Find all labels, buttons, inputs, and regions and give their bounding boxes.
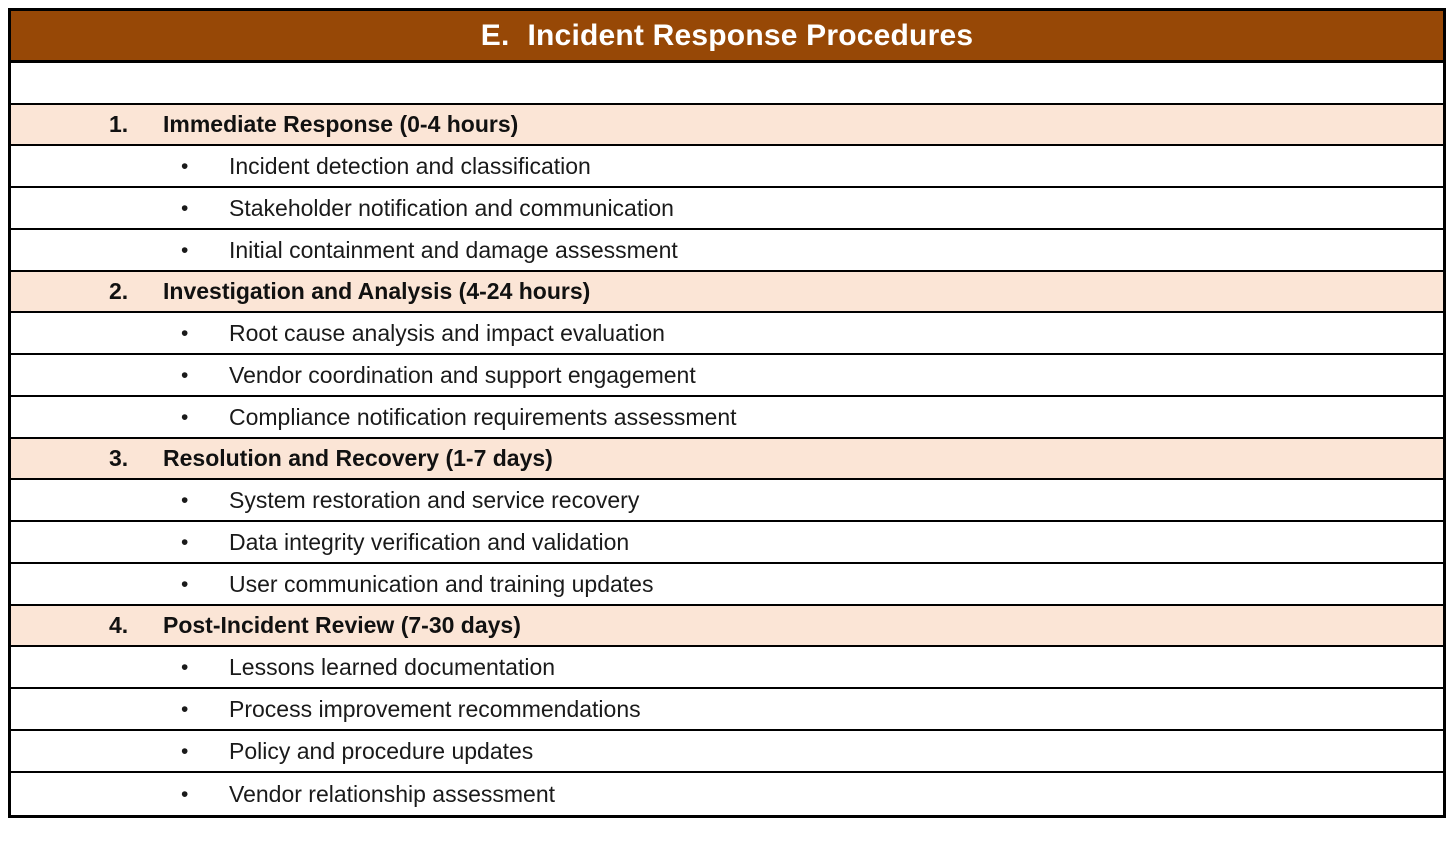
bullet-item-text: Stakeholder notification and communicati… bbox=[229, 194, 674, 221]
section-header-row: 2. Investigation and Analysis (4-24 hours… bbox=[11, 272, 1443, 313]
bullet-icon: • bbox=[181, 154, 189, 178]
bullet-row: • User communication and training updates bbox=[11, 564, 1443, 606]
section-title: Post-Incident Review (7-30 days) bbox=[163, 612, 521, 638]
bullet-icon: • bbox=[181, 782, 189, 806]
bullet-row: • System restoration and service recovery bbox=[11, 480, 1443, 522]
section-header-row: 4. Post-Incident Review (7-30 days) bbox=[11, 606, 1443, 647]
bullet-item-text: Vendor coordination and support engageme… bbox=[229, 361, 696, 388]
bullet-row: • Initial containment and damage assessme… bbox=[11, 230, 1443, 272]
section-number: 2. bbox=[109, 278, 129, 304]
section-title: Immediate Response (0-4 hours) bbox=[163, 111, 519, 137]
blank-row bbox=[11, 63, 1443, 105]
table-title-prefix: E. bbox=[480, 18, 510, 52]
bullet-icon: • bbox=[181, 405, 189, 429]
bullet-item-text: Vendor relationship assessment bbox=[229, 780, 556, 807]
bullet-item-text: System restoration and service recovery bbox=[229, 486, 640, 513]
bullet-row: • Root cause analysis and impact evaluati… bbox=[11, 313, 1443, 355]
bullet-icon: • bbox=[181, 488, 189, 512]
bullet-row: • Incident detection and classification bbox=[11, 146, 1443, 188]
incident-response-table: E. Incident Response Procedures 1. Immedi… bbox=[8, 8, 1446, 818]
table-title-row: E. Incident Response Procedures bbox=[11, 11, 1443, 63]
bullet-item-text: Compliance notification requirements ass… bbox=[229, 403, 737, 430]
bullet-row: • Lessons learned documentation bbox=[11, 647, 1443, 689]
bullet-item-text: Root cause analysis and impact evaluatio… bbox=[229, 319, 665, 346]
bullet-icon: • bbox=[181, 238, 189, 262]
section-number: 1. bbox=[109, 111, 129, 137]
bullet-icon: • bbox=[181, 572, 189, 596]
section-header-row: 3. Resolution and Recovery (1-7 days) bbox=[11, 439, 1443, 480]
bullet-row: • Compliance notification requirements as… bbox=[11, 397, 1443, 439]
bullet-icon: • bbox=[181, 321, 189, 345]
section-number: 3. bbox=[109, 445, 129, 471]
bullet-icon: • bbox=[181, 196, 189, 220]
bullet-icon: • bbox=[181, 363, 189, 387]
bullet-icon: • bbox=[181, 739, 189, 763]
bullet-icon: • bbox=[181, 655, 189, 679]
section-title: Investigation and Analysis (4-24 hours) bbox=[163, 278, 591, 304]
bullet-row: • Data integrity verification and validat… bbox=[11, 522, 1443, 564]
bullet-icon: • bbox=[181, 697, 189, 721]
table-title: Incident Response Procedures bbox=[527, 18, 974, 52]
bullet-item-text: User communication and training updates bbox=[229, 570, 654, 597]
bullet-row: • Vendor relationship assessment bbox=[11, 773, 1443, 815]
bullet-row: • Process improvement recommendations bbox=[11, 689, 1443, 731]
bullet-item-text: Initial containment and damage assessmen… bbox=[229, 236, 678, 263]
bullet-row: • Stakeholder notification and communicat… bbox=[11, 188, 1443, 230]
section-title: Resolution and Recovery (1-7 days) bbox=[163, 445, 553, 471]
bullet-icon: • bbox=[181, 530, 189, 554]
bullet-item-text: Incident detection and classification bbox=[229, 152, 591, 179]
bullet-row: • Policy and procedure updates bbox=[11, 731, 1443, 773]
bullet-item-text: Data integrity verification and validati… bbox=[229, 528, 630, 555]
bullet-row: • Vendor coordination and support engagem… bbox=[11, 355, 1443, 397]
bullet-item-text: Process improvement recommendations bbox=[229, 695, 641, 722]
bullet-item-text: Policy and procedure updates bbox=[229, 737, 534, 764]
bullet-item-text: Lessons learned documentation bbox=[229, 653, 556, 680]
section-number: 4. bbox=[109, 612, 129, 638]
section-header-row: 1. Immediate Response (0-4 hours) bbox=[11, 105, 1443, 146]
